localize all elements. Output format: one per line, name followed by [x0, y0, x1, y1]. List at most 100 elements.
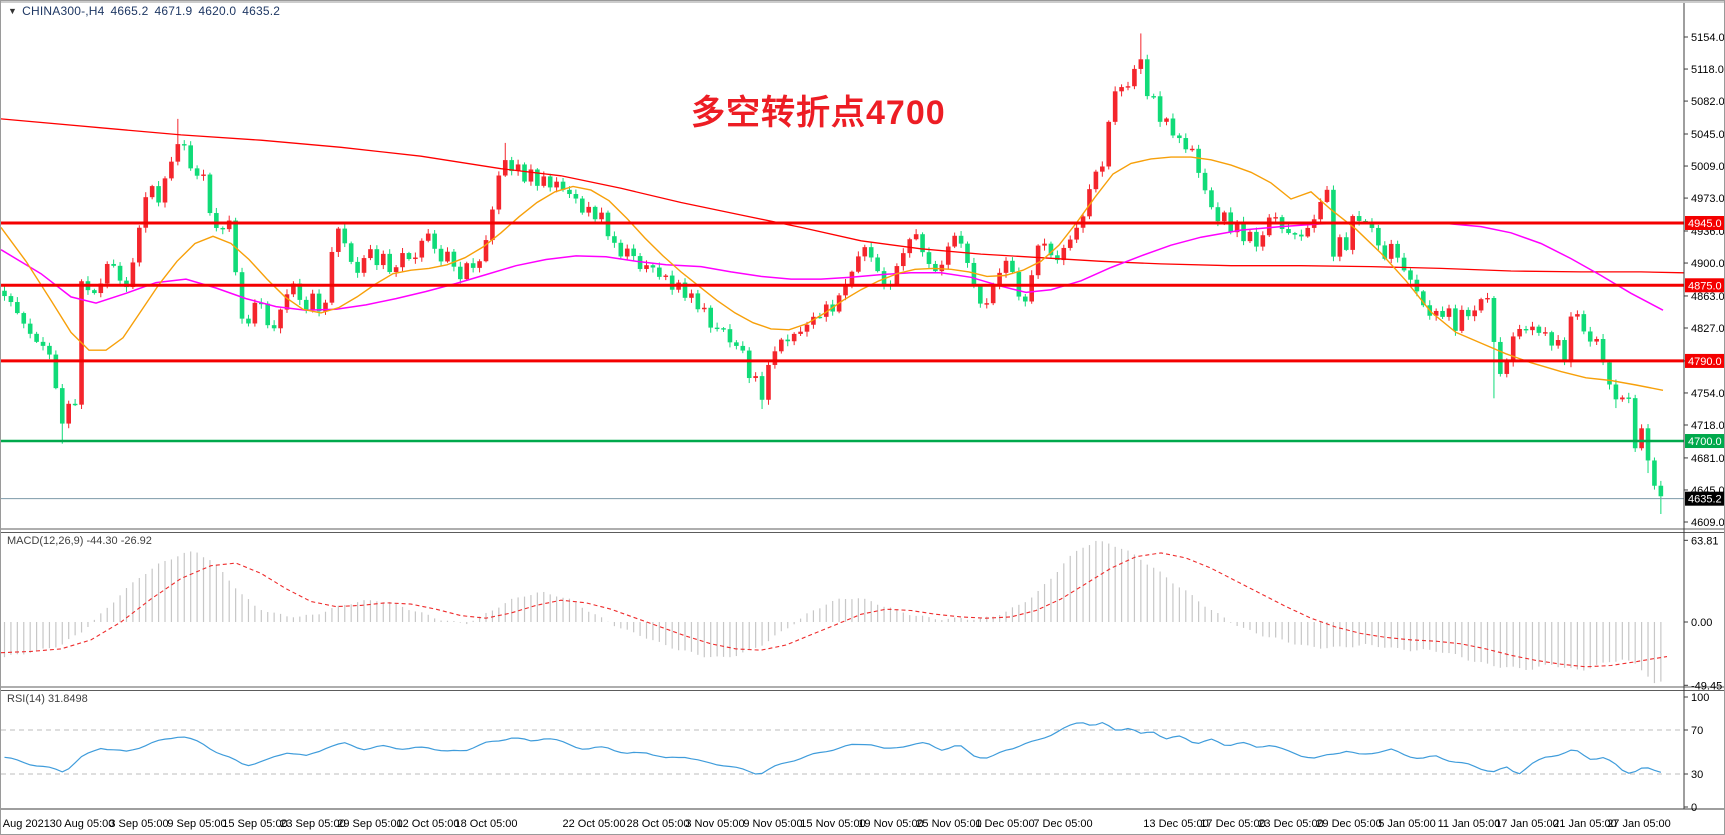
- candle: [483, 235, 489, 263]
- candle-body: [1222, 212, 1227, 222]
- candle-body: [406, 253, 412, 260]
- price-tick-label: 5082.0: [1691, 96, 1725, 108]
- candle: [1170, 113, 1176, 139]
- candle: [1581, 310, 1587, 335]
- macd-pane[interactable]: [1, 533, 1684, 687]
- price-tick-label: 5009.0: [1691, 161, 1725, 173]
- candle-body: [592, 206, 598, 220]
- candle-body: [1286, 229, 1291, 234]
- candle: [862, 244, 868, 262]
- collapse-chart-icon[interactable]: ▼: [8, 6, 18, 16]
- candle: [425, 229, 431, 243]
- price-tick-label: 4681.0: [1691, 453, 1725, 465]
- candle: [759, 371, 765, 409]
- candle: [329, 247, 335, 306]
- candle-body: [425, 233, 431, 241]
- candle: [220, 226, 226, 235]
- candle-body: [939, 264, 945, 272]
- candle-body: [355, 261, 360, 273]
- candle: [1555, 335, 1561, 349]
- candle: [1177, 133, 1182, 144]
- time-axis-label: 9 Sep 05:00: [167, 818, 226, 830]
- candle-body: [522, 164, 527, 182]
- candle-body: [695, 293, 701, 310]
- candle-body: [98, 283, 104, 294]
- candle: [547, 173, 553, 192]
- macd-histogram: [3, 540, 1662, 684]
- candle: [612, 231, 617, 248]
- candle-body: [958, 235, 964, 244]
- candle: [1632, 394, 1638, 452]
- candle: [1035, 244, 1041, 279]
- time-axis-label: 11 Jan 05:00: [1438, 818, 1501, 830]
- candle-body: [15, 302, 20, 314]
- candle-body: [586, 206, 592, 213]
- level-price-badge-bg: [1685, 278, 1724, 293]
- candle-body: [21, 313, 27, 324]
- candle-body: [1144, 59, 1150, 97]
- time-axis-label: 24 Aug 2021: [1, 818, 50, 830]
- candle: [528, 164, 534, 186]
- candle: [34, 331, 39, 343]
- candle: [72, 399, 78, 407]
- candle: [708, 305, 713, 333]
- candle-body: [1324, 189, 1330, 202]
- macd-tick-label: 63.81: [1691, 535, 1719, 547]
- candle-body: [547, 176, 553, 188]
- candle: [913, 229, 919, 241]
- candle-body: [207, 174, 213, 214]
- candle-body: [1530, 326, 1535, 331]
- candle-body: [1318, 201, 1323, 220]
- candle-body: [1433, 310, 1439, 316]
- candle: [458, 261, 463, 284]
- candle-body: [1138, 59, 1144, 69]
- candle: [451, 249, 457, 272]
- candle-body: [1003, 260, 1009, 273]
- candle-body: [1087, 189, 1092, 217]
- time-axis-label: 27 Jan 05:00: [1607, 818, 1671, 830]
- candle-body: [188, 145, 193, 169]
- candle: [1652, 457, 1657, 490]
- candle: [1247, 228, 1253, 244]
- candle: [1485, 292, 1490, 303]
- price-tick-label: 5045.0: [1691, 129, 1725, 141]
- main-chart-pane[interactable]: [1, 3, 1684, 529]
- candle-body: [1632, 398, 1638, 449]
- candle: [380, 250, 386, 270]
- candle-body: [1446, 308, 1452, 317]
- candle: [181, 140, 187, 151]
- macd-indicator-label: MACD(12,26,9) -44.30 -26.92: [7, 535, 152, 547]
- rsi-tick-label: 30: [1691, 769, 1703, 781]
- candle-body: [791, 333, 797, 342]
- candle-body: [130, 262, 136, 288]
- candle: [342, 223, 348, 248]
- candle-body: [1183, 138, 1189, 150]
- macd-tick-label: 0.00: [1691, 617, 1712, 629]
- candle: [419, 238, 425, 262]
- candle-body: [502, 160, 508, 176]
- candle-body: [393, 267, 399, 273]
- rsi-pane[interactable]: [1, 691, 1684, 809]
- candle-body: [1523, 328, 1529, 331]
- candle: [1478, 297, 1484, 313]
- candle: [477, 259, 482, 273]
- candle: [920, 232, 925, 257]
- candle-body: [727, 329, 733, 343]
- candle: [1465, 307, 1471, 320]
- candle: [175, 118, 181, 166]
- candle: [753, 372, 758, 382]
- candle-body: [823, 304, 829, 317]
- candle-body: [1215, 207, 1221, 222]
- candle: [1157, 91, 1163, 127]
- candle: [323, 299, 328, 315]
- candle: [1446, 304, 1452, 321]
- candle: [233, 217, 238, 276]
- candle: [355, 257, 360, 278]
- candle: [21, 311, 27, 329]
- candle-body: [194, 168, 200, 176]
- candle-body: [374, 249, 380, 266]
- rsi-tick-label: 100: [1691, 692, 1709, 704]
- candle: [348, 241, 354, 265]
- candle: [1318, 198, 1323, 224]
- candle: [599, 207, 604, 222]
